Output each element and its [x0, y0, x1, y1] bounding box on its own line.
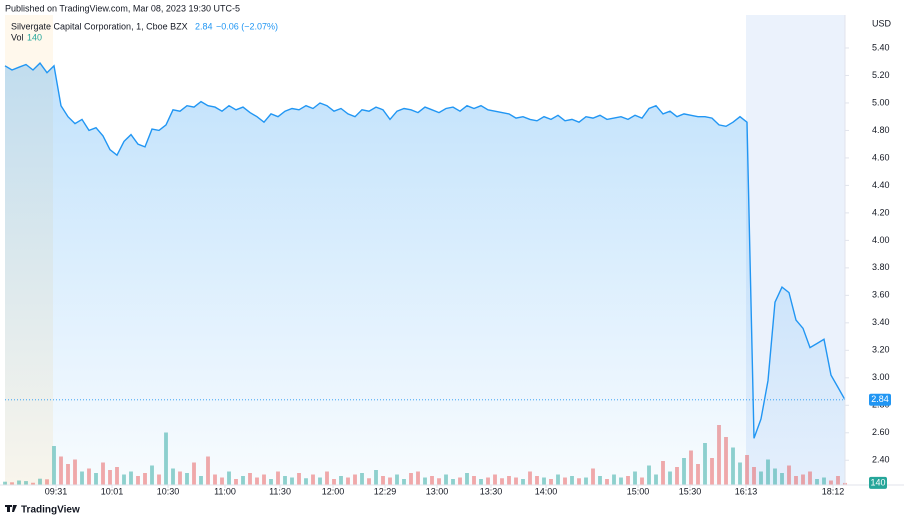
y-tick-label: 4.00 [872, 235, 890, 245]
x-tick-label: 13:30 [480, 486, 503, 496]
brand-logo [5, 505, 17, 512]
x-tick-label: 09:31 [45, 486, 68, 496]
last-price-badge [869, 393, 891, 406]
x-tick-label: 13:00 [426, 486, 449, 496]
price-area [5, 63, 845, 485]
currency: USD [872, 18, 892, 28]
x-tick-label: 11:00 [214, 486, 236, 496]
brand: TradingView [21, 505, 80, 516]
x-tick-label: 12:00 [322, 486, 345, 496]
y-tick-label: 4.40 [872, 180, 890, 190]
y-tick-label: 3.20 [872, 345, 890, 355]
x-tick-label: 12:29 [374, 486, 397, 496]
y-tick-label: 5.40 [872, 42, 890, 52]
volume-badge [869, 476, 887, 489]
y-tick-label: 3.80 [872, 262, 890, 272]
plot [3, 62, 847, 485]
volume-label: Vol [11, 32, 24, 42]
last-price-badge-label: 2.84 [871, 394, 889, 404]
x-tick-label: 18:12 [822, 486, 845, 496]
price-change: −0.06 (−2.07%) [216, 21, 278, 31]
y-tick-label: 4.80 [872, 125, 890, 135]
y-tick-label: 3.60 [872, 290, 890, 300]
x-tick-label: 14:00 [535, 486, 558, 496]
published: Published on TradingView.com, Mar 08, 20… [5, 3, 240, 13]
x-tick-label: 15:00 [627, 486, 650, 496]
x-tick-label: 11:30 [269, 486, 291, 496]
y-tick-label: 5.00 [872, 97, 890, 107]
y-tick-label: 5.20 [872, 70, 890, 80]
symbol-title: Silvergate Capital Corporation, 1, Cboe … [11, 21, 188, 31]
volume-badge-label: 140 [870, 477, 885, 487]
y-tick-label: 2.60 [872, 427, 890, 437]
y-tick-label: 3.00 [872, 372, 890, 382]
last-price: 2.84 [195, 21, 213, 31]
x-tick-label: 10:01 [101, 486, 124, 496]
y-tick-label: 3.40 [872, 317, 890, 327]
x-tick-label: 10:30 [157, 486, 180, 496]
volume-value: 140 [27, 32, 42, 42]
y-tick-label: 4.20 [872, 207, 890, 217]
y-tick-label: 2.40 [872, 455, 890, 465]
x-tick-label: 15:30 [679, 486, 702, 496]
x-tick-label: 16:13 [735, 486, 758, 496]
price-line [4, 62, 846, 439]
y-tick-label: 4.60 [872, 152, 890, 162]
